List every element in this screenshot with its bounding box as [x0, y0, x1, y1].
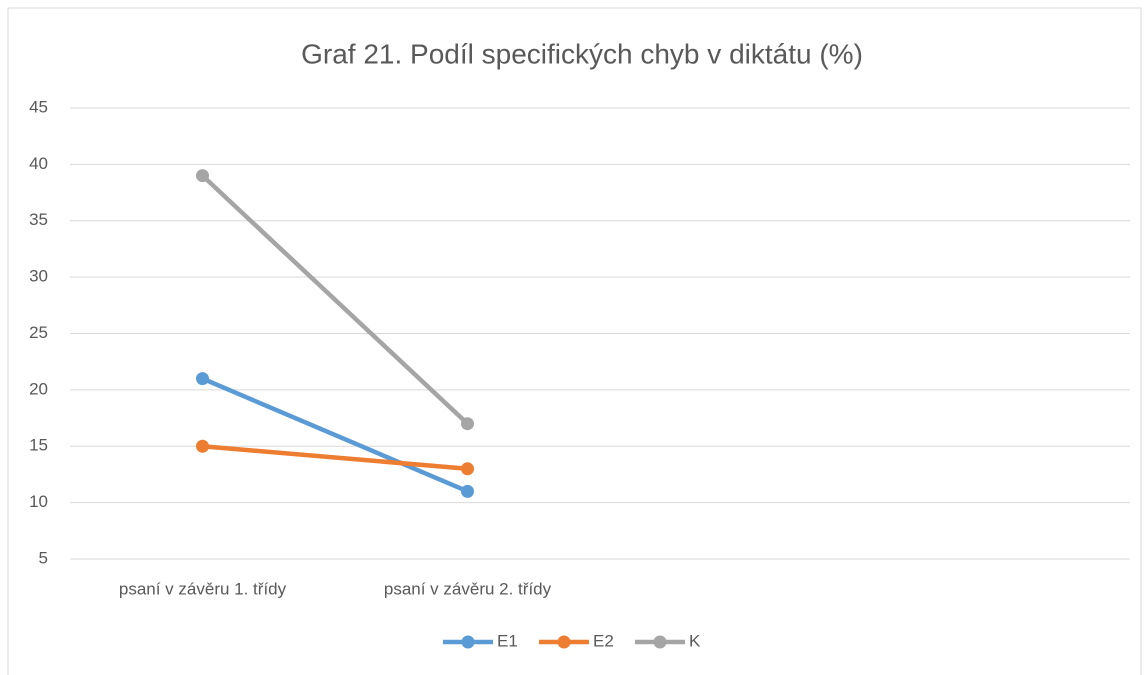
data-point	[461, 417, 474, 431]
y-tick-label: 5	[39, 548, 48, 567]
legend-label: E1	[497, 631, 518, 650]
y-tick-label: 15	[29, 436, 48, 455]
y-tick-label: 45	[29, 97, 48, 116]
x-tick-label: psaní v závěru 1. třídy	[119, 579, 287, 598]
data-point	[196, 372, 209, 386]
y-tick-label: 35	[29, 210, 48, 229]
data-point	[461, 462, 474, 476]
legend-marker	[653, 635, 667, 649]
chart-title: Graf 21. Podíl specifických chyb v diktá…	[301, 38, 863, 69]
legend-label: K	[689, 631, 701, 650]
y-tick-label: 25	[29, 323, 48, 342]
series-line	[200, 173, 470, 426]
y-tick-label: 10	[29, 492, 48, 511]
legend-marker	[461, 635, 475, 649]
x-tick-label: psaní v závěru 2. třídy	[384, 579, 552, 598]
chart-border	[7, 7, 1142, 675]
series-line	[200, 444, 470, 472]
y-tick-label: 20	[29, 379, 48, 398]
data-point	[461, 484, 474, 498]
legend-marker	[557, 635, 571, 649]
data-point	[196, 439, 209, 453]
data-point	[196, 169, 209, 183]
legend-label: E2	[593, 631, 614, 650]
y-tick-label: 30	[29, 267, 48, 286]
series-line	[200, 376, 470, 494]
y-tick-label: 40	[29, 154, 48, 173]
